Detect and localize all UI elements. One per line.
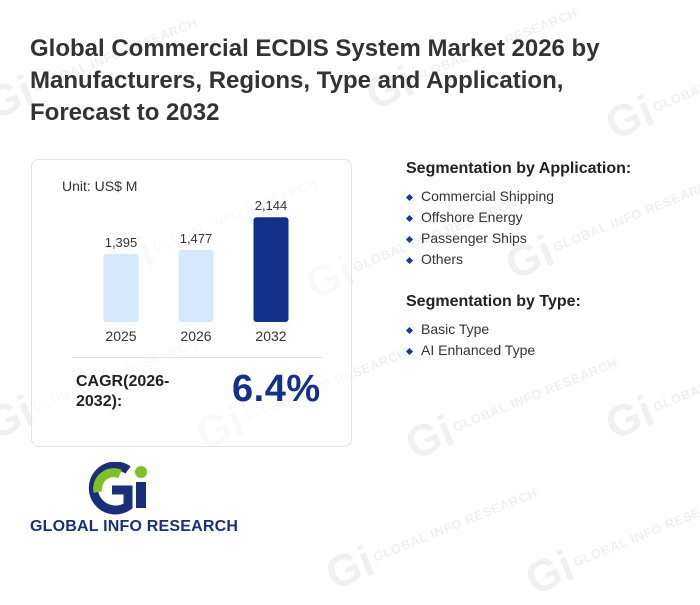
list-item: AI Enhanced Type: [405, 340, 581, 361]
list-item: Basic Type: [405, 319, 581, 340]
bar-2032: [253, 217, 289, 322]
list-item: Passenger Ships: [405, 228, 631, 249]
logo-text: GLOBAL INFO RESEARCH: [30, 518, 239, 535]
watermark: GiGLOBAL INFO RESEARCH: [598, 335, 700, 450]
bullet-icon: [405, 347, 414, 356]
segmentation-application-heading: Segmentation by Application:: [406, 160, 632, 177]
company-logo: GLOBAL INFO RESEARCH: [28, 461, 239, 542]
watermark: GiGLOBAL INFO RESEARCH: [318, 484, 540, 600]
bullet-icon: [405, 326, 414, 335]
bullet-icon: [405, 235, 414, 244]
data-label: 1,395: [105, 235, 138, 250]
unit-label: Unit: US$ M: [62, 178, 138, 194]
data-label: 1,477: [180, 231, 213, 246]
divider: [72, 357, 322, 358]
watermark: GiGLOBAL INFO RESEARCH: [518, 489, 700, 605]
bullet-icon: [405, 193, 414, 202]
bar-2025: [103, 253, 139, 322]
segmentation-type-heading: Segmentation by Type:: [406, 293, 581, 310]
page-title: Global Commercial ECDIS System Market 20…: [30, 35, 600, 126]
x-tick-label: 2025: [105, 328, 136, 344]
list-item: Commercial Shipping: [405, 186, 631, 207]
application-list: Commercial Shipping Offshore Energy Pass…: [405, 186, 631, 270]
market-size-card: Unit: US$ M 1,395 2025 1,477 2026 2,144 2032 …: [31, 159, 352, 447]
segmentation-type: Segmentation by Type: Basic Type AI Enha…: [405, 293, 581, 361]
segmentation-application: Segmentation by Application: Commercial …: [405, 160, 632, 270]
type-list: Basic Type AI Enhanced Type: [405, 319, 581, 361]
bullet-icon: [405, 214, 414, 223]
bar-2026: [178, 249, 214, 322]
x-tick-label: 2026: [180, 328, 211, 344]
logo-mark-icon: [88, 461, 147, 515]
list-item: Others: [405, 249, 631, 270]
data-label: 2,144: [255, 198, 288, 213]
x-tick-label: 2032: [255, 328, 286, 344]
cagr-value: 6.4%: [232, 368, 321, 410]
bullet-icon: [405, 256, 414, 265]
cagr-label: CAGR(2026-2032):: [76, 373, 170, 410]
bar-chart: 1,395 2025 1,477 2026 2,144 2032: [103, 198, 289, 344]
list-item: Offshore Energy: [405, 207, 631, 228]
